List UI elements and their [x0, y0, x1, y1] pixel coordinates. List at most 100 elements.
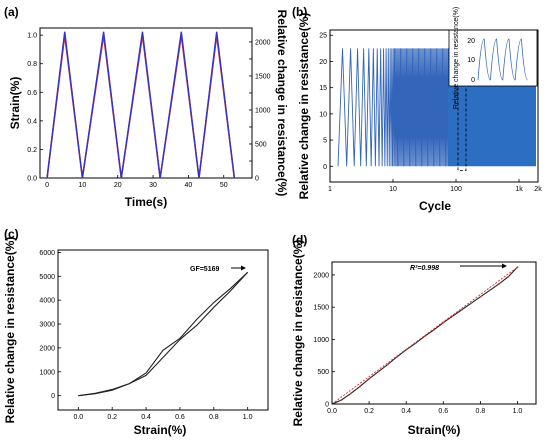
- panel-a-y2tick-label: 2000: [255, 39, 271, 46]
- panel-c-ytick-label: 6000: [39, 250, 55, 257]
- panel-b-inset-curve: [477, 38, 528, 81]
- panel-c-frame: [57, 249, 269, 411]
- panel-a-xtick-label: 50: [220, 182, 228, 189]
- panel-d-point: [470, 302, 472, 305]
- panel-d-ytick-label: 500: [317, 369, 329, 376]
- panel-d-annotation: R²=0.998: [410, 265, 439, 272]
- panel-a-xtick-label: 30: [149, 182, 157, 189]
- panel-c-ytick-label: 1000: [39, 369, 55, 376]
- panel-a-ytick-label: 0.2: [27, 147, 37, 154]
- panel-c-arrow-head: [241, 265, 246, 271]
- panel-c-ytick-label: 4000: [39, 298, 55, 305]
- panel-c-series-1: [78, 271, 249, 397]
- panel-d-xtick-label: 0.0: [327, 408, 337, 415]
- panel-b-inset-ytick: 0: [471, 77, 475, 84]
- panel-d-xtick-label: 1.0: [513, 408, 523, 415]
- panel-c-ytick-label: 5000: [39, 274, 55, 281]
- panel-b-xtick-label: 1k: [515, 186, 523, 193]
- panel-a-ytick-label: 0.4: [27, 118, 37, 125]
- panel-d-xtick-label: 0.4: [401, 408, 411, 415]
- panel-b-xtick-label: 1: [328, 186, 332, 193]
- panel-a-label: (a): [4, 5, 19, 19]
- panel-a-xtick-label: 20: [114, 182, 122, 189]
- panel-a-ytick-label: 0.6: [27, 90, 37, 97]
- panel-b-xtick-label: 10: [389, 186, 397, 193]
- panel-a-series-resistance: [46, 31, 236, 178]
- panel-b-inset-ylabel: Relative change in resistance(%): [453, 7, 460, 109]
- panel-b-inset-frame: [448, 29, 538, 87]
- panel-b-ytick-label: 25: [319, 33, 327, 40]
- panel-a-y2tick-label: 0: [255, 176, 259, 183]
- panel-d-ylabel: Relative change in resistance(%): [291, 240, 305, 427]
- panel-d-label: (d): [292, 233, 307, 247]
- panel-d-arrow-head: [502, 263, 507, 269]
- panel-c-series-2: [78, 271, 249, 397]
- panel-b-xtick-label: 100: [450, 186, 462, 193]
- panel-c-plot-area: [78, 271, 249, 397]
- panel-d-plot-area: [332, 266, 519, 404]
- panel-d-xlabel: Strain(%): [408, 423, 461, 437]
- panel-c-xtick-label: 0.2: [107, 414, 117, 421]
- panel-a-y2tick-label: 1000: [255, 107, 271, 114]
- panel-b-label: (b): [292, 5, 307, 19]
- panel-d-point: [433, 328, 435, 331]
- panel-a-plot-area: [46, 31, 236, 178]
- panel-c-resistance-vs-strain: (c) 0.0 0.2 0.4 0.6 0.8 1.0 0 1000 2000 3000 4000 50…: [3, 227, 269, 437]
- panel-c-xtick-label: 1.0: [243, 414, 253, 421]
- panel-b-ytick-label: 15: [319, 85, 327, 92]
- panel-c-ytick-label: 0: [51, 393, 55, 400]
- panel-b-xtick-label: 2k: [534, 186, 542, 193]
- panel-b-resistance-vs-cycle: (b) 0 10 20 Relative change in resistance(%)…: [292, 5, 542, 213]
- panel-d-linear-fit: (d) 0.0 0.2 0.4 0.6 0.8 1.0 0 500 1000 1500 2000 R²=…: [291, 233, 537, 437]
- panel-d-xtick-label: 0.6: [438, 408, 448, 415]
- panel-d-point: [377, 370, 380, 373]
- panel-d-point: [349, 392, 352, 395]
- panel-a-xtick-label: 10: [79, 182, 87, 189]
- panel-c-ytick-label: 2000: [39, 345, 55, 352]
- panel-a-ytick-label: 0.0: [27, 176, 37, 183]
- panel-c-xlabel: Strain(%): [134, 423, 187, 437]
- panel-a-y2tick-label: 1500: [255, 73, 271, 80]
- panel-b-ylabel: Relative change in resistance(%): [297, 13, 311, 200]
- panel-c-xtick-label: 0.6: [175, 414, 185, 421]
- panel-d-ytick-label: 1000: [313, 337, 329, 344]
- panel-d-point: [442, 321, 445, 324]
- panel-d-point: [423, 335, 426, 338]
- panel-a-y2label: Relative change in resistance(%): [275, 10, 289, 197]
- panel-d-point: [479, 295, 482, 298]
- panel-d-point: [368, 377, 370, 380]
- panel-a-xlabel: Time(s): [125, 195, 167, 209]
- panel-a-series-strain: [46, 35, 236, 178]
- panel-d-point: [451, 315, 454, 318]
- panel-b-xlabel: Cycle: [419, 199, 451, 213]
- panel-a-ytick-label: 0.8: [27, 61, 37, 68]
- panel-b-frame: [329, 29, 539, 183]
- panel-d-xtick-label: 0.2: [364, 408, 374, 415]
- panel-b-zoom-box: [457, 41, 467, 171]
- panel-d-frame: [331, 261, 537, 405]
- panel-a-frame: [39, 27, 253, 179]
- panel-d-point: [516, 266, 519, 269]
- panel-c-xtick-label: 0.4: [141, 414, 151, 421]
- panel-b-ytick-label: 5: [323, 138, 327, 145]
- panel-a-y2tick-label: 500: [255, 141, 267, 148]
- panel-d-point: [405, 348, 408, 351]
- panel-d-point: [488, 289, 491, 292]
- panel-d-xtick-label: 0.8: [475, 408, 485, 415]
- panel-c-xtick-label: 0.8: [209, 414, 219, 421]
- panel-d-point: [460, 308, 463, 311]
- panel-c-ylabel: Relative change in resistance(%): [3, 237, 17, 424]
- panel-d-ytick-label: 2000: [313, 272, 329, 279]
- panel-d-point: [507, 275, 510, 278]
- panel-d-ytick-label: 0: [325, 402, 329, 409]
- panel-a-xtick-label: 40: [185, 182, 193, 189]
- panel-b-cycles-sparse: [337, 48, 449, 167]
- panel-a-ytick-label: 1.0: [27, 33, 37, 40]
- panel-a-strain-resistance-vs-time: (a) 0 10 20 30 40 50 0.0 0.2 0.4 0.6 0.8 1.0 0 500 1000…: [4, 5, 289, 209]
- panel-d-point: [414, 342, 417, 345]
- panel-c-annotation: GF=5169: [190, 266, 219, 273]
- panel-b-inset-ytick: 20: [467, 38, 475, 45]
- panel-b-ytick-label: 20: [319, 59, 327, 66]
- panel-d-ytick-label: 1500: [313, 305, 329, 312]
